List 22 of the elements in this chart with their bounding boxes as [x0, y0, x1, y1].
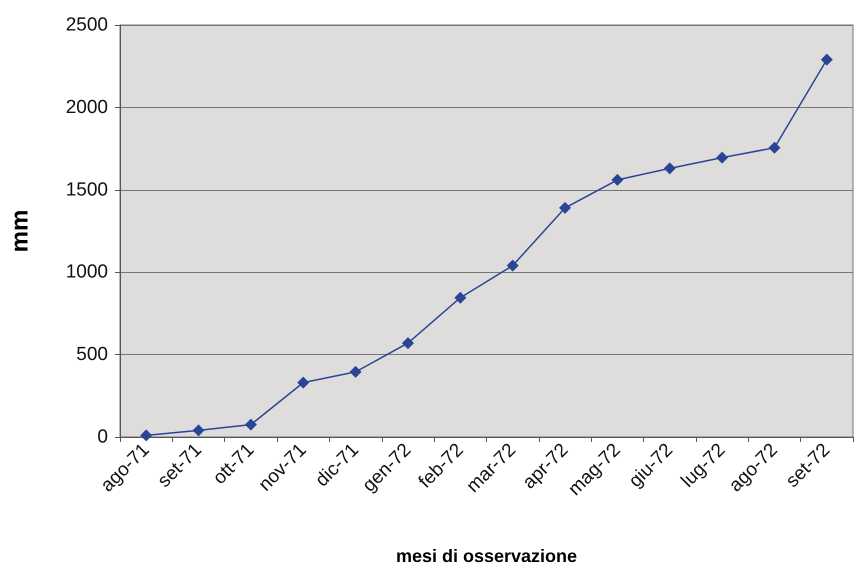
- point: [402, 337, 414, 350]
- point: [192, 424, 205, 436]
- point: [820, 54, 833, 66]
- y-tick-label: 2000: [66, 96, 108, 118]
- y-tick-label: 1000: [66, 262, 108, 283]
- y-tick-label: 0: [97, 426, 108, 448]
- point: [350, 366, 362, 378]
- point: [611, 174, 624, 186]
- y-tick-label: 2500: [66, 14, 108, 36]
- point: [559, 202, 572, 214]
- point: [140, 429, 152, 442]
- point: [506, 260, 519, 272]
- y-tick-label: 500: [76, 344, 108, 366]
- x-axis-title: mesi di osservazione: [396, 546, 578, 566]
- y-tick-label: 1500: [66, 179, 108, 200]
- y-axis-title: mm: [6, 210, 34, 252]
- point: [664, 162, 676, 174]
- point: [454, 292, 466, 304]
- point: [297, 376, 310, 389]
- point: [244, 418, 257, 431]
- point: [716, 152, 728, 164]
- point: [768, 142, 780, 154]
